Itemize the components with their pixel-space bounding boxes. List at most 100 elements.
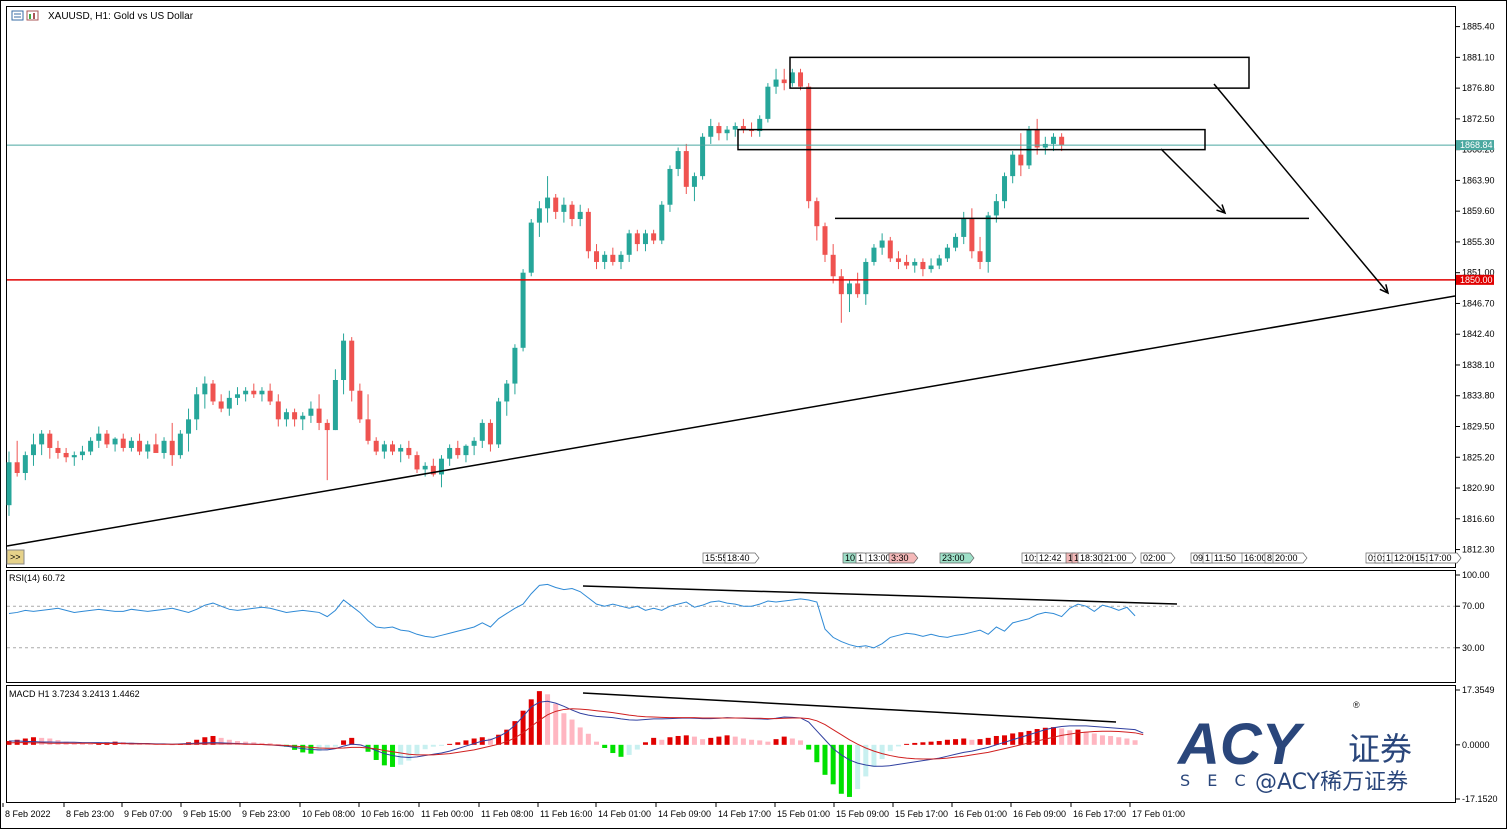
rsi-pane-border <box>6 570 1456 683</box>
candle-body <box>504 383 510 402</box>
event-marker-label: 1 <box>1386 553 1391 563</box>
macd-histogram-bar <box>961 738 967 745</box>
candle-body <box>414 455 420 470</box>
macd-histogram-bar <box>830 744 836 785</box>
candle-body <box>128 440 134 448</box>
price-tag <box>1456 140 1494 151</box>
candle-body <box>300 415 306 420</box>
time-tick-label: 11 Feb 16:00 <box>540 809 592 819</box>
price-tick-label: 1851.00 <box>1462 268 1495 278</box>
macd-histogram-bar <box>838 744 844 794</box>
candle-body <box>234 394 240 398</box>
scroll-end-button[interactable]: >> <box>6 549 25 565</box>
macd-histogram-bar <box>920 742 926 745</box>
candle-body <box>830 254 836 277</box>
price-tag <box>1456 274 1494 285</box>
time-tick-label: 9 Feb 07:00 <box>124 809 172 819</box>
registered-mark: ® <box>1353 700 1360 710</box>
candle-body <box>487 422 493 445</box>
macd-histogram-bar <box>765 741 771 745</box>
time-tick-label: 8 Feb 23:00 <box>66 809 114 819</box>
candle-body <box>430 465 436 475</box>
macd-histogram-bar <box>732 736 738 745</box>
candle-body <box>610 254 616 262</box>
macd-histogram-bar <box>594 741 600 745</box>
candle-body <box>1042 143 1048 148</box>
candle-body <box>39 433 45 445</box>
candle-body <box>202 383 208 395</box>
candle-body <box>626 233 632 255</box>
candle-body <box>365 419 371 441</box>
macd-histogram-bar <box>545 694 551 745</box>
candle-body <box>528 222 534 273</box>
macd-histogram-bar <box>1124 738 1130 745</box>
macd-histogram-bar <box>218 737 224 745</box>
symbol-title: XAUUSD, H1: Gold vs US Dollar <box>48 11 194 22</box>
event-marker-label: 1 <box>1074 553 1079 563</box>
candle-body <box>422 465 428 470</box>
candle-body <box>985 215 991 262</box>
macd-histogram-bar <box>1018 732 1024 745</box>
candle-body <box>855 283 861 295</box>
candle-body <box>447 447 453 459</box>
candle-body <box>251 390 257 395</box>
candle-body <box>14 462 20 473</box>
candle-body <box>667 168 673 205</box>
candle-body <box>651 233 657 241</box>
event-marker-label: 3:30 <box>891 553 909 563</box>
macd-histogram-bar <box>985 737 991 745</box>
candle-body <box>161 440 167 453</box>
candle-body <box>137 440 143 452</box>
candle-body <box>120 438 126 448</box>
price-tick-label: 1812.30 <box>1462 545 1495 555</box>
candle-body <box>438 458 444 475</box>
candle-body <box>455 447 461 456</box>
candle-body <box>928 265 934 270</box>
time-tick-label: 14 Feb 01:00 <box>598 809 651 819</box>
macd-histogram-bar <box>969 739 975 745</box>
price-tick-label: 1820.90 <box>1462 483 1495 493</box>
time-tick-label: 16 Feb 01:00 <box>954 809 1007 819</box>
candle-body <box>806 86 812 202</box>
candle-body <box>577 211 583 220</box>
macd-histogram-bar <box>781 736 787 745</box>
candle-body <box>1034 129 1040 148</box>
candle-body <box>104 433 110 445</box>
event-marker-label: 18:40 <box>727 553 750 563</box>
candle-body <box>618 254 624 262</box>
chart-type-icon[interactable] <box>11 10 24 21</box>
candle-body <box>1026 129 1032 166</box>
candle-body <box>112 438 118 445</box>
macd-histogram-bar <box>789 738 795 745</box>
candle-body <box>283 412 289 420</box>
candle-body <box>1059 136 1065 146</box>
event-marker-label: 15:55 <box>705 553 728 563</box>
candle-body <box>602 254 608 262</box>
time-tick-label: 9 Feb 23:00 <box>242 809 290 819</box>
candle-body <box>479 422 485 441</box>
candle-body <box>585 211 591 252</box>
price-tick-label: 1825.20 <box>1462 452 1495 462</box>
timeframe-icon[interactable] <box>26 10 39 21</box>
price-tag-label: 1868.84 <box>1460 140 1493 150</box>
candle-body <box>871 247 877 262</box>
macd-histogram-bar <box>863 744 869 777</box>
candle-body <box>863 261 869 295</box>
projection-arrow-head <box>1216 204 1227 215</box>
event-marker-label: 11:50 <box>1214 553 1236 563</box>
macd-histogram-bar <box>561 713 567 745</box>
macd-histogram-bar <box>373 744 379 760</box>
macd-histogram-bar <box>1083 731 1089 745</box>
candle-body <box>977 251 983 262</box>
time-tick-label: 10 Feb 08:00 <box>302 809 355 819</box>
event-marker-label: 1 <box>1205 553 1210 563</box>
event-marker-label: 1 <box>858 553 863 563</box>
candle-body <box>944 247 950 259</box>
macd-histogram-bar <box>259 742 265 745</box>
candle-body <box>879 240 885 248</box>
macd-histogram-bar <box>871 744 877 767</box>
event-marker-label: 13:00 <box>868 553 891 563</box>
candle-body <box>406 447 412 456</box>
candle-body <box>1010 154 1016 177</box>
macd-histogram-bar <box>455 742 461 745</box>
